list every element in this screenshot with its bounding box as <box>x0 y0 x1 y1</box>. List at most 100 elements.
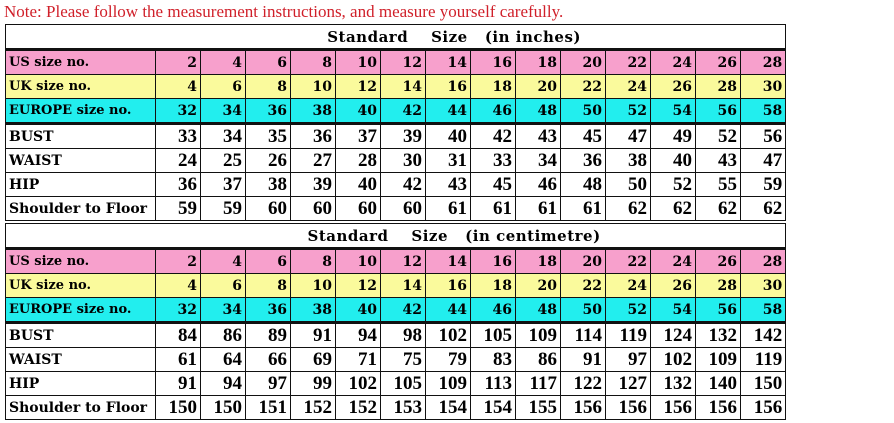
table-cell: 43 <box>695 148 741 173</box>
table-row: Shoulder to Floor 150 150 151 152 152 153 154 15… <box>5 395 787 420</box>
table-cell: 36 <box>290 123 336 149</box>
table-row: WAIST 61 64 66 69 71 75 79 83 86 91 97 102 109 119 <box>5 347 787 372</box>
table-cell: 24 <box>605 273 651 298</box>
row-label: EUROPE size no. <box>5 297 156 324</box>
table-cell: 39 <box>380 123 426 149</box>
table-cell: 38 <box>245 172 291 197</box>
table-cell: 98 <box>380 322 426 348</box>
table-cell: 132 <box>695 322 741 348</box>
table-cell: 45 <box>560 123 606 149</box>
table-cell: 48 <box>515 297 561 324</box>
table-cell: 50 <box>605 172 651 197</box>
table-cell: 10 <box>335 49 381 75</box>
table-cell: 150 <box>155 395 201 420</box>
table-cell: 48 <box>560 172 606 197</box>
table-row: UK size no. 4 6 8 10 12 14 16 18 20 22 24 26 28 30 <box>5 74 787 99</box>
table-cell: 34 <box>200 297 246 324</box>
table-cell: 62 <box>695 196 741 221</box>
table-cell: 16 <box>470 248 516 274</box>
table-cell: 150 <box>200 395 246 420</box>
table-cell: 38 <box>290 297 336 324</box>
table-cell: 36 <box>155 172 201 197</box>
table-cell: 34 <box>515 148 561 173</box>
table-cell: 18 <box>515 248 561 274</box>
table-cell: 18 <box>470 273 516 298</box>
table-cell: 20 <box>515 273 561 298</box>
table-cell: 122 <box>560 371 606 396</box>
table-cell: 97 <box>605 347 651 372</box>
table-cell: 14 <box>380 273 426 298</box>
table-cell: 86 <box>200 322 246 348</box>
table-cell: 52 <box>605 297 651 324</box>
table-cell: 34 <box>200 123 246 149</box>
table-cell: 91 <box>560 347 606 372</box>
table-cell: 43 <box>515 123 561 149</box>
table-cell: 26 <box>695 248 741 274</box>
table-row: EUROPE size no. 32 34 36 38 40 42 44 46 48 50 52 54 5… <box>5 98 787 125</box>
table-cell: 109 <box>695 347 741 372</box>
table-cell: 31 <box>425 148 471 173</box>
table-cell: 102 <box>425 322 471 348</box>
table-cell: 58 <box>739 98 787 125</box>
table-cell: 46 <box>470 297 516 324</box>
table-cell: 44 <box>425 297 471 324</box>
table-row: HIP 36 37 38 39 40 42 43 45 46 48 50 52 55 59 <box>5 172 787 197</box>
table-cell: 140 <box>695 371 741 396</box>
table-cell: 62 <box>650 196 696 221</box>
table-row: US size no. 2 4 6 8 10 12 14 16 18 20 22 24 26 28 <box>5 248 787 274</box>
table-cell: 60 <box>335 196 381 221</box>
table-cell: 26 <box>650 273 696 298</box>
table-cell: 39 <box>290 172 336 197</box>
table-cell: 40 <box>650 148 696 173</box>
table-row: HIP 91 94 97 99 102 105 109 113 117 122 127 132 140 15… <box>5 371 787 396</box>
table-cell: 132 <box>650 371 696 396</box>
table-cell: 24 <box>155 148 201 173</box>
table-cell: 52 <box>695 123 741 149</box>
table-cell: 10 <box>290 273 336 298</box>
table-cell: 46 <box>515 172 561 197</box>
table-cell: 47 <box>605 123 651 149</box>
table-cell: 91 <box>155 371 201 396</box>
table-cell: 156 <box>739 395 787 420</box>
measurement-note: Note: Please follow the measurement inst… <box>4 2 564 21</box>
table-cell: 56 <box>695 98 741 125</box>
row-label: BUST <box>5 123 156 149</box>
table-cell: 61 <box>515 196 561 221</box>
table-cell: 33 <box>470 148 516 173</box>
table-cell: 22 <box>605 49 651 75</box>
table-cell: 16 <box>425 273 471 298</box>
table-row: WAIST 24 25 26 27 28 30 31 33 34 36 38 40 43 47 <box>5 148 787 173</box>
table-cell: 154 <box>425 395 471 420</box>
row-label: US size no. <box>5 248 156 274</box>
table-cell: 58 <box>739 297 787 324</box>
row-label: UK size no. <box>5 74 156 99</box>
table-cell: 25 <box>200 148 246 173</box>
table-cell: 156 <box>605 395 651 420</box>
table-cell: 48 <box>515 98 561 125</box>
table-cell: 61 <box>560 196 606 221</box>
table-cell: 64 <box>200 347 246 372</box>
table-cell: 152 <box>335 395 381 420</box>
table-cell: 113 <box>470 371 516 396</box>
row-label: EUROPE size no. <box>5 98 156 125</box>
table-cell: 4 <box>200 49 246 75</box>
table-cell: 32 <box>155 297 201 324</box>
row-label: Shoulder to Floor <box>5 196 156 221</box>
table-cell: 22 <box>560 74 606 99</box>
table-cell: 84 <box>155 322 201 348</box>
table-cell: 8 <box>290 248 336 274</box>
table-cell: 152 <box>290 395 336 420</box>
table-cell: 40 <box>335 172 381 197</box>
table-cell: 142 <box>739 322 787 348</box>
size-table-centimetre: Standard Size (in centimetre) US size no.… <box>4 223 787 420</box>
table-cell: 156 <box>695 395 741 420</box>
table-cell: 42 <box>380 297 426 324</box>
table-cell: 20 <box>560 49 606 75</box>
table-cell: 30 <box>739 74 787 99</box>
table-cell: 12 <box>380 49 426 75</box>
table-cell: 102 <box>650 347 696 372</box>
table-cell: 33 <box>155 123 201 149</box>
table-cell: 59 <box>200 196 246 221</box>
table-cell: 94 <box>335 322 381 348</box>
row-label: WAIST <box>5 148 156 173</box>
